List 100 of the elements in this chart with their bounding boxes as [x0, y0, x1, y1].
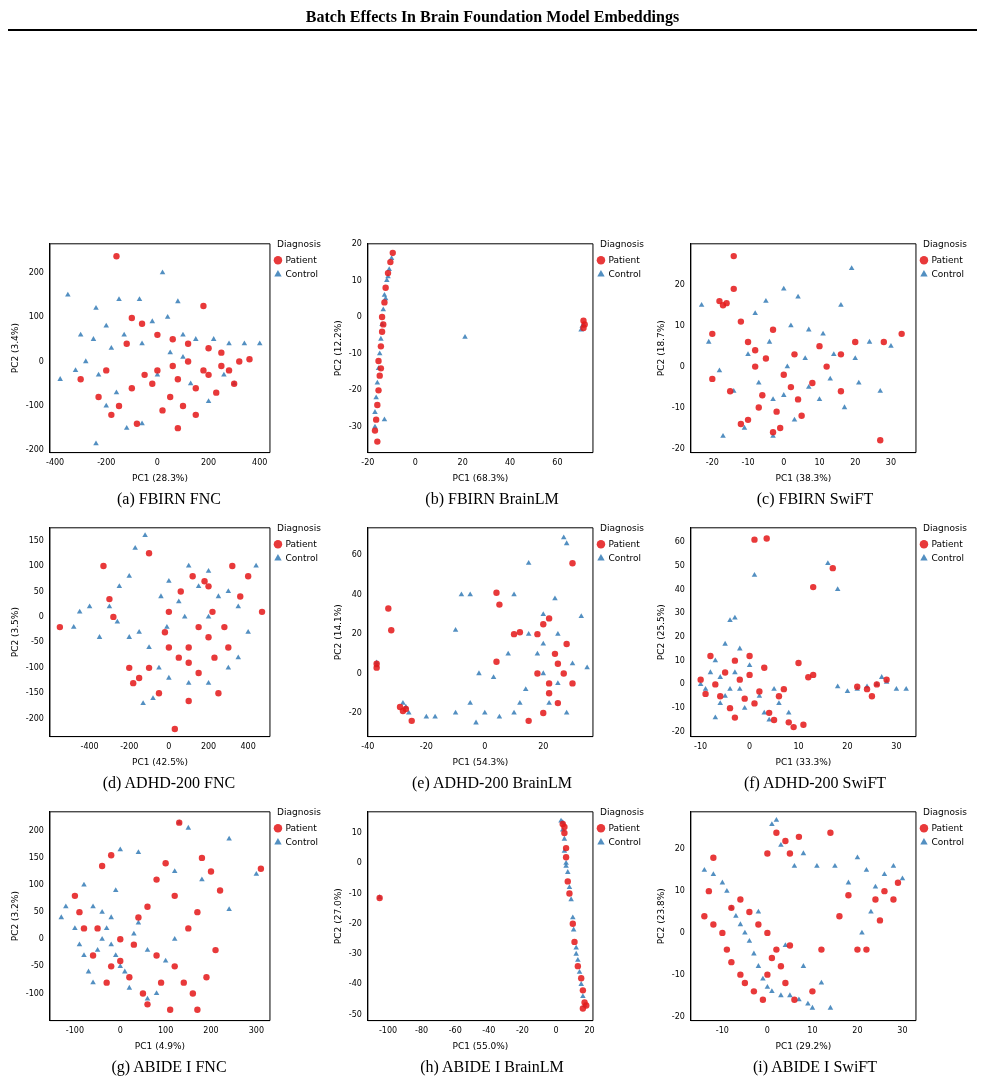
legend-label: Patient — [608, 538, 641, 549]
legend-title: Diagnosis — [923, 238, 968, 249]
y-tick-label: 0 — [679, 927, 685, 937]
legend-title: Diagnosis — [600, 522, 645, 533]
x-axis-title: PC1 (33.3%) — [775, 756, 832, 767]
x-tick-label: 0 — [117, 1026, 123, 1036]
legend-title: Diagnosis — [600, 238, 645, 249]
x-axis-title: PC1 (68.3%) — [452, 472, 509, 483]
x-tick-label: 0 — [482, 742, 488, 752]
y-tick-label: -20 — [671, 443, 685, 453]
x-tick-label: -400 — [80, 742, 99, 752]
y-tick-label: 60 — [674, 537, 685, 547]
x-tick-label: 30 — [891, 742, 902, 752]
text: (h) ABIDE I BrainLM — [420, 1058, 564, 1076]
legend-label: Patient — [931, 538, 964, 549]
text: (e) ADHD-200 BrainLM — [412, 774, 572, 792]
y-tick-label: 20 — [351, 629, 362, 639]
x-tick-label: 0 — [781, 458, 787, 468]
y-axis-title: PC2 (23.8%) — [655, 888, 666, 945]
x-tick-label: -400 — [45, 458, 65, 468]
legend-label: Patient — [285, 538, 318, 549]
y-tick-label: -20 — [348, 385, 362, 395]
x-tick-label: -200 — [97, 458, 116, 468]
x-tick-label: -100 — [65, 1026, 84, 1036]
y-axis-title: PC2 (25.5%) — [655, 604, 666, 661]
y-tick-label: 100 — [28, 561, 44, 571]
x-tick-label: 30 — [897, 1026, 908, 1036]
legend-label: Control — [608, 552, 642, 563]
y-tick-label: -20 — [348, 918, 362, 928]
y-tick-label: 10 — [674, 320, 685, 330]
y-tick-label: 60 — [351, 550, 362, 560]
y-tick-label: 0 — [679, 679, 685, 689]
y-axis-title: PC2 (27.0%) — [332, 888, 343, 945]
x-tick-label: -80 — [415, 1026, 429, 1036]
y-tick-label: 150 — [28, 535, 44, 545]
y-tick-label: 10 — [351, 828, 362, 838]
x-axis-title: PC1 (4.9%) — [134, 1040, 186, 1051]
x-tick-label: 10 — [793, 742, 804, 752]
x-tick-label: 60 — [552, 458, 563, 468]
y-tick-label: 150 — [28, 852, 44, 862]
y-tick-label: 20 — [674, 279, 685, 289]
y-tick-label: 0 — [679, 361, 685, 371]
x-tick-label: -200 — [120, 742, 139, 752]
x-tick-label: 0 — [412, 458, 418, 468]
legend-title: Diagnosis — [923, 522, 968, 533]
legend-label: Control — [285, 836, 319, 847]
x-axis-title: PC1 (38.3%) — [775, 472, 832, 483]
y-tick-label: -50 — [348, 1009, 362, 1019]
x-tick-label: -10 — [741, 458, 755, 468]
y-tick-label: 20 — [674, 844, 685, 854]
x-tick-label: -100 — [378, 1026, 398, 1036]
y-tick-label: 20 — [351, 238, 362, 248]
legend-label: Patient — [931, 254, 964, 265]
y-tick-label: -20 — [671, 1011, 685, 1021]
y-axis-title: PC2 (3.5%) — [9, 607, 20, 658]
y-tick-label: -20 — [348, 708, 362, 718]
x-tick-label: 0 — [764, 1026, 770, 1036]
legend-title: Diagnosis — [600, 806, 645, 817]
x-tick-label: 30 — [885, 458, 897, 468]
x-tick-label: 20 — [842, 742, 853, 752]
y-tick-label: 200 — [28, 267, 44, 277]
legend-label: Control — [285, 552, 319, 563]
legend-label: Control — [608, 268, 642, 279]
legend-label: Patient — [931, 822, 964, 833]
y-tick-label: -200 — [25, 713, 44, 723]
x-axis-title: PC1 (55.0%) — [452, 1040, 509, 1051]
y-tick-label: -50 — [30, 637, 44, 647]
legend-label: Control — [285, 268, 319, 279]
y-tick-label: 40 — [351, 589, 362, 599]
x-tick-label: 200 — [200, 742, 217, 752]
x-tick-label: -60 — [448, 1026, 462, 1036]
y-tick-label: 50 — [33, 907, 44, 917]
legend-label: Patient — [608, 254, 641, 265]
text: (b) FBIRN BrainLM — [425, 490, 559, 508]
y-tick-label: 100 — [28, 880, 44, 890]
text: Batch Effects In Brain Foundation Model Embeddings — [8, 8, 977, 31]
legend-label: Control — [931, 268, 965, 279]
y-tick-label: 10 — [351, 275, 362, 285]
y-tick-label: 200 — [28, 825, 44, 835]
text: (i) ABIDE I SwiFT — [753, 1058, 877, 1076]
y-tick-label: 30 — [674, 608, 685, 618]
x-tick-label: 0 — [553, 1026, 559, 1036]
x-tick-label: 200 — [200, 458, 217, 468]
x-tick-label: 400 — [252, 458, 268, 468]
x-tick-label: 10 — [814, 458, 825, 468]
legend-title: Diagnosis — [277, 806, 322, 817]
x-axis-title: PC1 (42.5%) — [132, 756, 188, 767]
y-tick-label: 0 — [38, 612, 44, 621]
x-tick-label: -20 — [515, 1026, 529, 1036]
y-tick-label: -100 — [25, 401, 44, 411]
y-tick-label: 0 — [356, 668, 362, 678]
y-tick-label: -50 — [30, 961, 44, 971]
legend-label: Patient — [608, 822, 641, 833]
x-tick-label: 20 — [852, 1026, 863, 1036]
x-tick-label: 20 — [850, 458, 861, 468]
y-tick-label: 10 — [674, 655, 685, 665]
x-tick-label: -20 — [419, 742, 433, 752]
y-tick-label: -10 — [671, 969, 685, 979]
text: (g) ABIDE I FNC — [111, 1058, 227, 1076]
legend-label: Control — [931, 552, 965, 563]
